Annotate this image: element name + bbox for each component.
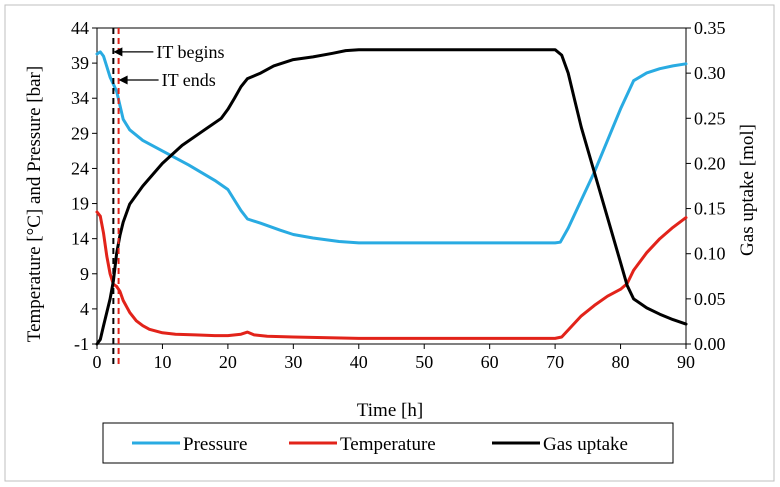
- plot-area-border: [96, 27, 687, 345]
- right-y-axis-ticks: 0.00 0.05 0.10 0.15 0.20 0.25 0.30 0.35: [686, 18, 726, 354]
- series-line-pressure: [95, 50, 688, 245]
- x-tick-label: 20: [219, 352, 237, 372]
- legend-box: [102, 422, 674, 464]
- left-y-tick-label: 39: [71, 53, 89, 73]
- right-y-tick-label: 0.10: [694, 244, 726, 264]
- left-y-tick-label: 19: [71, 194, 89, 214]
- left-y-tick-label: -1: [74, 334, 89, 354]
- left-y-tick-label: 44: [71, 18, 89, 38]
- right-y-tick-label: 0.35: [694, 18, 726, 38]
- x-tick-label: 50: [415, 352, 433, 372]
- left-y-tick-label: 4: [80, 299, 89, 319]
- annotation-label-it-begins: IT begins: [156, 42, 224, 62]
- x-tick-label: 10: [153, 352, 171, 372]
- x-tick-label: 30: [284, 352, 302, 372]
- annotations: IT begins IT ends: [113, 42, 225, 90]
- left-y-tick-label: 24: [71, 158, 89, 178]
- left-y-tick-label: 14: [71, 229, 89, 249]
- x-tick-label: 60: [481, 352, 499, 372]
- x-tick-label: 80: [612, 352, 630, 372]
- right-y-tick-label: 0.15: [694, 199, 726, 219]
- left-y-tick-label: 34: [71, 88, 89, 108]
- annotation-arrowhead-it-begins: [113, 47, 123, 57]
- right-y-tick-label: 0.30: [694, 63, 726, 83]
- left-y-tick-label: 29: [71, 123, 89, 143]
- left-y-tick-label: 9: [80, 264, 89, 284]
- annotation-arrowhead-it-ends: [118, 75, 128, 85]
- vertical-markers: [112, 28, 120, 367]
- left-y-axis-ticks: -1 4 9 14 19 24 29 34 39 44: [71, 18, 97, 354]
- right-y-axis-title: Gas uptake [mol]: [737, 124, 758, 256]
- left-y-axis-title: Temperature [°C] and Pressure [bar]: [24, 66, 45, 342]
- x-tick-label: 0: [93, 352, 102, 372]
- x-axis-title: Time [h]: [357, 400, 423, 421]
- axes: [96, 27, 687, 345]
- right-y-tick-label: 0.25: [694, 108, 726, 128]
- legend-label-temperature: Temperature: [340, 434, 436, 455]
- x-tick-label: 90: [677, 352, 695, 372]
- legend-label-pressure: Pressure: [183, 434, 247, 455]
- legend-label-gas-uptake: Gas uptake: [543, 434, 628, 455]
- x-axis-ticks: 0 10 20 30 40 50 60 70 80 90: [93, 344, 695, 372]
- right-y-tick-label: 0.20: [694, 153, 726, 173]
- series-line-gas-uptake: [95, 48, 688, 346]
- x-tick-label: 40: [350, 352, 368, 372]
- x-tick-label: 70: [546, 352, 564, 372]
- annotation-label-it-ends: IT ends: [162, 70, 216, 90]
- legend: Pressure Temperature Gas uptake: [102, 422, 674, 464]
- right-y-tick-label: 0.00: [694, 334, 726, 354]
- right-y-tick-label: 0.05: [694, 289, 726, 309]
